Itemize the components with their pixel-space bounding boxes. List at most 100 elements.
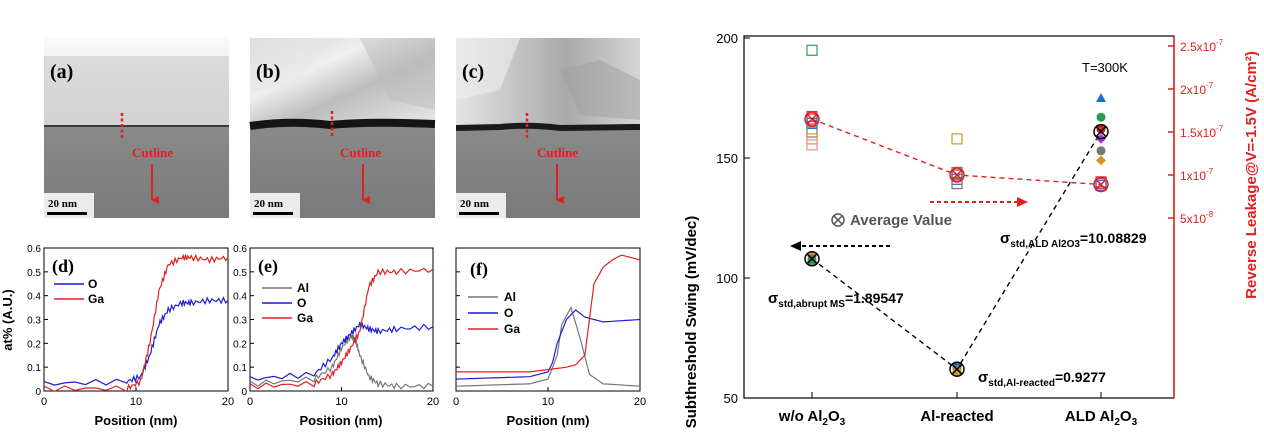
- sigma-ald-label: σstd,ALD Al2O3=10.08829: [1000, 230, 1147, 250]
- ss-point-2-2: [1096, 124, 1106, 134]
- series-line-f-o: [455, 309, 641, 380]
- legend-label-d-ga: Ga: [88, 292, 104, 306]
- leak-y-tick-label-4: 2.5x10-7: [1180, 38, 1224, 54]
- series-line-e-o: [249, 321, 434, 381]
- x-axis-title-e: Position (nm): [299, 413, 382, 428]
- y-tick-label-e-0.1: 0.1: [233, 363, 247, 374]
- x-tick-label-e-10: 10: [335, 396, 347, 408]
- sigma-ald-sub: std,ALD Al2O3: [1010, 239, 1080, 250]
- y-tick-label-d-0.2: 0.2: [27, 339, 41, 350]
- tem-interface-c: [455, 122, 641, 132]
- leakage-point-1-4: [951, 178, 963, 190]
- y-tick-label-d-0.3: 0.3: [27, 316, 41, 327]
- leakage-point-1-0: [951, 133, 963, 145]
- temperature-label: T=300K: [1082, 60, 1128, 75]
- x-tick-label-f-10: 10: [542, 396, 554, 408]
- ss-point-2-0: [1096, 93, 1106, 102]
- y-tick-label-e-0: 0: [241, 387, 247, 398]
- ss-average-marker-2: [1093, 123, 1109, 140]
- series-line-d-o: [43, 296, 229, 386]
- x-tick-label-e-20: 20: [427, 396, 439, 408]
- ss-average-marker-1: [949, 361, 965, 377]
- cutline-label-b: Cutline: [340, 145, 381, 160]
- legend-label-f-o: O: [504, 306, 513, 320]
- ss-y-tick-label-50: 50: [724, 391, 738, 406]
- ticks-layer-d: 0 10 20 0 0.1 0.2 0.3 0.4 0.5 0.6: [27, 244, 234, 408]
- ss-plot-frame: [743, 35, 1175, 399]
- profile-plot-e: 0 10 20 0 0.1 0.2 0.3 0.4 0.5 0.6 (e) Al O Ga Pos…: [233, 244, 439, 428]
- series-line-f-al: [455, 305, 641, 387]
- series-line-f-ga: [456, 254, 641, 373]
- ss-y-tick-label-200: 200: [716, 31, 738, 46]
- y-tick-label-e-0.3: 0.3: [233, 316, 247, 327]
- sigma-alreact-symbol: σ: [978, 369, 988, 386]
- leakage-y-axis-title: Reverse Leakage@V=-1.5V (A/cm²): [1243, 51, 1260, 299]
- cutline-label-a: Cutline: [132, 145, 173, 160]
- scale-bar-a: [47, 212, 87, 215]
- leakage-point-0-6: [806, 139, 818, 151]
- y-axis-title-d: at% (A.U.): [0, 289, 15, 350]
- y-tick-label-d-0.1: 0.1: [27, 363, 41, 374]
- leakage-average-marker-2: [1093, 176, 1109, 193]
- ss-point-2-5: [1096, 155, 1106, 166]
- ss-ticks-layer: 50 100 150 200: [716, 31, 1102, 406]
- y-tick-label-e-0.4: 0.4: [233, 292, 247, 303]
- sigma-alreact-sub: std,Al-reacted: [988, 378, 1055, 389]
- x-tick-label-d-10: 10: [130, 396, 142, 408]
- series-layer-e: [249, 267, 434, 390]
- series-layer-d: [43, 253, 229, 393]
- sigma-abrupt-label: σstd,abrupt MS=1.89547: [768, 290, 904, 310]
- series-layer-f: [455, 254, 641, 387]
- legend-label-e-o: O: [297, 296, 306, 310]
- leak-y-tick-label-2: 1.5x10-7: [1180, 124, 1224, 140]
- leak-y-tick-label-1: 1x10-7: [1180, 167, 1214, 183]
- ticks-layer-f: 0 10 20: [453, 247, 646, 408]
- y-tick-label-d-0.5: 0.5: [27, 268, 41, 279]
- ss-y-tick-label-150: 150: [716, 151, 738, 166]
- y-tick-label-d-0: 0: [35, 387, 41, 398]
- average-legend: Average Value: [831, 212, 952, 229]
- profile-plot-f: 0 10 20 (f) Al O Ga Position (nm): [453, 247, 646, 428]
- panel-label-a: (a): [50, 61, 73, 83]
- x-axis-title-d: Position (nm): [94, 413, 177, 428]
- ss-point-0-2: [807, 256, 817, 266]
- scale-label-a: 20 nm: [48, 198, 77, 210]
- tem-panel-b: (b) Cutline 20 nm: [249, 38, 436, 218]
- panel-label-c: (c): [462, 61, 484, 83]
- panel-label-e: (e): [258, 256, 278, 277]
- legend-label-e-ga: Ga: [297, 311, 313, 325]
- leakage-average-marker-0: [804, 111, 820, 127]
- legend-label-f-al: Al: [504, 290, 516, 304]
- sigma-abrupt-value: =1.89547: [845, 290, 904, 306]
- x-tick-label-f-20: 20: [634, 396, 646, 408]
- category-label-2: ALD Al2O3: [1065, 408, 1138, 428]
- x-tick-label-d-0: 0: [41, 396, 47, 408]
- legend-label-f-ga: Ga: [504, 322, 520, 336]
- legend-label-e-al: Al: [297, 281, 309, 295]
- category-label-1: Al-reacted: [920, 408, 993, 425]
- x-tick-label-e-0: 0: [247, 396, 253, 408]
- scale-bar-b: [253, 212, 293, 215]
- ticks-layer-e: 0 10 20 0 0.1 0.2 0.3 0.4 0.5 0.6: [233, 244, 439, 408]
- ss-average-marker-0: [804, 251, 820, 267]
- x-axis-title-f: Position (nm): [506, 413, 589, 428]
- ss-point-1-2: [952, 367, 962, 377]
- ss-point-2-4: [1096, 146, 1106, 156]
- leakage-point-0-4: [806, 126, 818, 138]
- panel-label-b: (b): [256, 61, 280, 83]
- ss-point-2-1: [1096, 112, 1106, 122]
- sigma-alreact-value: =0.9277: [1055, 369, 1106, 385]
- leak-y-tick-label-3: 2x10-7: [1180, 81, 1214, 97]
- right-axis-arrowhead: [1017, 197, 1028, 207]
- ss-leakage-chart: 50 100 150 200 5x10-8 1x10-7 1.5x10-7 2x10-7 2.…: [683, 31, 1260, 428]
- panel-label-d: (d): [52, 256, 74, 277]
- sigma-ald-symbol: σ: [1000, 230, 1010, 247]
- x-tick-label-f-0: 0: [453, 396, 459, 408]
- ss-points-layer: [804, 44, 1109, 377]
- average-legend-icon: [831, 213, 845, 227]
- panel-label-f: (f): [470, 259, 488, 280]
- scale-bar-c: [459, 212, 499, 215]
- series-line-d-ga: [43, 253, 229, 393]
- sigma-abrupt-sub: std,abrupt MS: [778, 299, 845, 310]
